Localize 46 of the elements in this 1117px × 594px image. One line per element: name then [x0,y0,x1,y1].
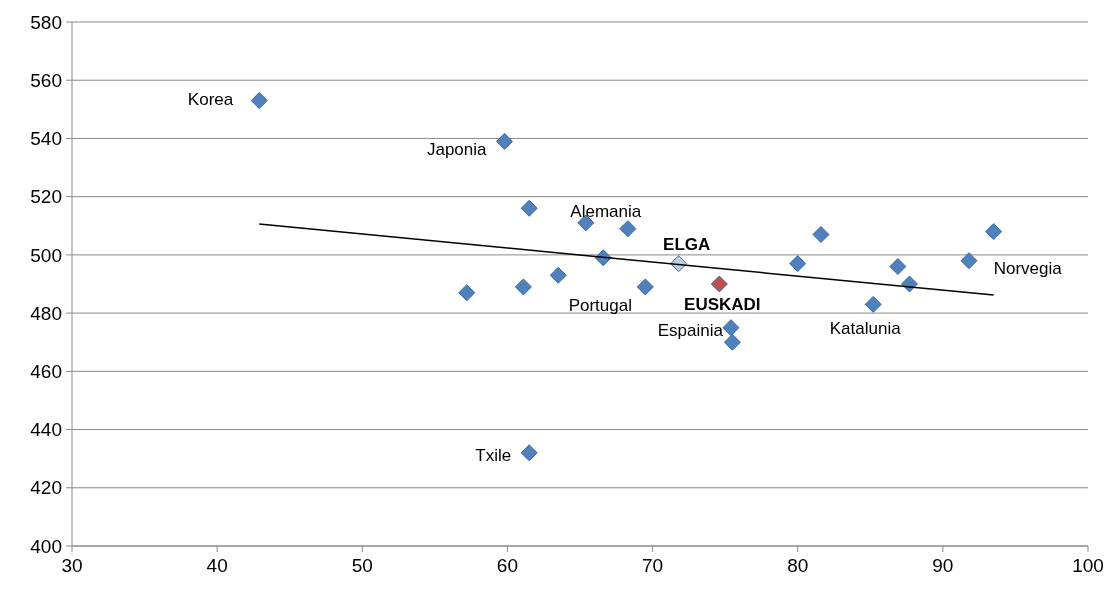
point [812,226,830,244]
annotation: Korea [187,89,234,109]
annotation: Katalunia [829,319,902,339]
y-tick-label: 420 [30,477,62,499]
x-tick-label: 50 [351,555,373,576]
y-tick-label: 400 [30,535,62,557]
x-tick-label: 100 [1072,555,1104,576]
y-tick-label: 480 [30,302,62,324]
point [514,278,532,296]
annotation: Norvegia [993,258,1063,278]
point [458,284,476,302]
x-tick-label: 60 [496,555,518,576]
y-tick-label: 460 [30,360,62,382]
point [520,199,538,217]
annotation: Txile [475,445,512,465]
annotation: Espainia [657,320,724,340]
annotation: Alemania [570,201,642,221]
point [520,444,538,462]
point [723,333,741,351]
point [985,223,1003,241]
point [864,295,882,313]
point [722,319,740,337]
y-tick-label: 520 [30,186,62,208]
point [710,275,728,293]
point [960,252,978,270]
series-label: ELGA [663,234,711,254]
series-label: EUSKADI [684,295,761,314]
y-tick-label: 440 [30,419,62,441]
point [636,278,654,296]
x-tick-label: 80 [787,555,809,576]
y-tick-label: 580 [30,11,62,33]
annotation: Portugal [568,295,632,315]
x-tick-label: 70 [642,555,664,576]
point [250,92,268,110]
y-tick-label: 500 [30,244,62,266]
point [889,258,907,276]
point [549,266,567,284]
annotation: Japonia [426,140,488,160]
x-tick-label: 30 [61,555,83,576]
point [789,255,807,273]
point [496,132,514,150]
x-tick-label: 90 [932,555,954,576]
y-tick-label: 560 [30,69,62,91]
x-tick-label: 40 [206,555,228,576]
y-tick-label: 540 [30,128,62,150]
point [619,220,637,238]
